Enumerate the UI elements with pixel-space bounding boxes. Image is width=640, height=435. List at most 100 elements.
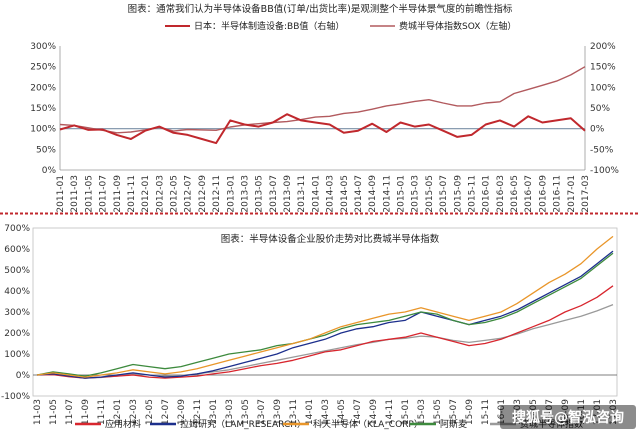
chart-2-y-tick-label: 500% xyxy=(4,266,30,276)
chart-1-right-tick-label: 50% xyxy=(590,104,610,114)
chart-1-x-tick-label: 2013-05 xyxy=(255,175,265,213)
chart-2-x-tick-label: 14-01 xyxy=(305,399,315,425)
chart-1-x-tick-label: 2011-07 xyxy=(99,175,109,213)
chart-1-right-tick-label: 100% xyxy=(590,83,616,93)
chart-1-x-tick-label: 2011-01 xyxy=(56,175,66,213)
chart-1-x-tick-label: 2013-09 xyxy=(283,175,293,213)
chart-2-x-tick-label: 12-11 xyxy=(193,399,203,425)
chart-1-right-axis: -100% -50% 0% 50% 100% 150% 200% xyxy=(590,42,619,176)
chart-1-x-tick-label: 2012-11 xyxy=(212,175,222,213)
chart-1-x-tick-label: 2015-09 xyxy=(453,175,463,213)
chart-2-x-tick-label: 15-01 xyxy=(401,399,411,425)
watermark: 搜狐号@智泓咨询 xyxy=(500,405,636,429)
chart-2-x-tick-label: 17-01 xyxy=(593,399,603,425)
chart-1-x-tick-label: 2013-03 xyxy=(240,175,250,213)
chart-2-y-tick-label: 700% xyxy=(4,224,30,234)
chart-1-legend: 日本：半导体制造设备:BB值（右轴） 费城半导体指数SOX（左轴） xyxy=(165,20,516,32)
chart-1-left-tick-label: 300% xyxy=(30,42,56,52)
chart-1-x-tick-label: 2017-01 xyxy=(567,175,577,213)
chart-2-series-line-1 xyxy=(36,250,614,379)
chart-2-y-tick-label: 600% xyxy=(4,245,30,255)
chart-1-x-tick-label: 2014-03 xyxy=(326,175,336,213)
chart-1-x-tick-label: 2016-09 xyxy=(538,175,548,213)
chart-1-left-axis: 0% 50% 100% 150% 200% 250% 300% xyxy=(30,42,56,176)
chart-2-legend: 应用材料 拉姆研究（LAM_RESEARCH） 科天半导体（KLA_CORP） 阿斯麦… xyxy=(75,418,583,430)
chart-1-left-tick-label: 50% xyxy=(36,145,56,155)
chart-2-x-tick-label: 17-03 xyxy=(609,399,619,425)
chart-1-x-tick-label: 2015-01 xyxy=(397,175,407,213)
chart-1-x-tick-label: 2015-11 xyxy=(467,175,477,213)
chart-2-x-tick-label: 12-09 xyxy=(177,399,187,425)
chart-2-x-tick-label: 12-05 xyxy=(145,399,155,425)
chart-2: 图表：半导体设备企业股价走势对比费城半导体指数 -100% 0% 100% 200% 3… xyxy=(1,224,619,430)
chart-1-x-tick-label: 2011-09 xyxy=(113,175,123,213)
chart-1-background xyxy=(0,0,640,212)
chart-1-x-tick-label: 2017-03 xyxy=(581,175,591,213)
chart-2-x-tick-label: 12-03 xyxy=(129,399,139,425)
chart-2-plot-frame xyxy=(32,227,618,397)
chart-1: 图表：通常我们认为半导体设备BB值(订单/出货比率)是观测整个半导体景气度的前瞻… xyxy=(0,0,640,213)
chart-2-series-line-0 xyxy=(36,285,614,379)
chart-2-x-tick-label: 11-05 xyxy=(49,399,59,425)
chart-1-x-tick-label: 2016-07 xyxy=(524,175,534,213)
chart-2-y-tick-label: -100% xyxy=(1,392,30,402)
chart-2-x-tick-label: 16-07 xyxy=(545,399,555,425)
chart-2-legend-label: 应用材料 xyxy=(105,418,141,430)
chart-1-x-tick-label: 2016-05 xyxy=(510,175,520,213)
chart-1-right-tick-label: -100% xyxy=(590,166,619,176)
chart-1-x-tick-label: 2014-05 xyxy=(340,175,350,213)
chart-1-x-tick-label: 2012-09 xyxy=(198,175,208,213)
chart-2-x-tick-label: 13-05 xyxy=(241,399,251,425)
chart-1-x-tick-label: 2013-11 xyxy=(297,175,307,213)
chart-2-y-axis: -100% 0% 100% 200% 300% 400% 500% 600% 700% xyxy=(1,224,30,402)
chart-2-series-line-4 xyxy=(36,303,614,379)
chart-2-x-tick-label: 14-09 xyxy=(369,399,379,425)
chart-1-x-tick-label: 2013-01 xyxy=(226,175,236,213)
chart-1-left-tick-label: 150% xyxy=(30,104,56,114)
chart-1-x-tick-label: 2014-07 xyxy=(354,175,364,213)
chart-2-series xyxy=(36,235,614,379)
chart-2-x-tick-label: 14-05 xyxy=(337,399,347,425)
chart-2-x-tick-label: 16-01 xyxy=(497,399,507,425)
chart-1-right-tick-label: 200% xyxy=(590,42,616,52)
chart-2-x-tick-label: 12-07 xyxy=(161,399,171,425)
chart-2-legend-label: 阿斯麦 xyxy=(440,418,467,430)
chart-1-x-tick-label: 2016-03 xyxy=(496,175,506,213)
chart-1-x-tick-label: 2011-03 xyxy=(70,175,80,213)
chart-2-x-tick-label: 15-03 xyxy=(417,399,427,425)
chart-2-x-tick-label: 15-07 xyxy=(449,399,459,425)
chart-1-x-tick-label: 2016-01 xyxy=(482,175,492,213)
chart-1-x-tick-label: 2012-03 xyxy=(155,175,165,213)
chart-2-legend-label: 科天半导体（KLA_CORP） xyxy=(313,418,423,430)
chart-2-x-tick-label: 11-11 xyxy=(97,399,107,425)
chart-2-x-tick-label: 13-07 xyxy=(257,399,267,425)
chart-1-x-tick-label: 2012-01 xyxy=(141,175,151,213)
chart-1-title: 图表：通常我们认为半导体设备BB值(订单/出货比率)是观测整个半导体景气度的前瞻… xyxy=(128,3,513,15)
chart-1-left-tick-label: 0% xyxy=(42,166,57,176)
chart-1-right-tick-label: -50% xyxy=(590,145,614,155)
watermark-backdrop xyxy=(500,405,636,429)
chart-2-y-tick-label: 300% xyxy=(4,308,30,318)
chart-2-x-tick-label: 12-01 xyxy=(113,399,123,425)
chart-2-x-tick-label: 16-09 xyxy=(561,399,571,425)
chart-2-legend-label: 费城半导体指数 xyxy=(520,418,583,430)
chart-2-x-tick-label: 15-11 xyxy=(481,399,491,425)
chart-1-left-tick-label: 200% xyxy=(30,83,56,93)
chart-1-x-tick-label: 2014-09 xyxy=(368,175,378,213)
chart-1-x-tick-label: 2015-05 xyxy=(425,175,435,213)
chart-1-x-axis: 2011-01 2011-03 2011-05 2011-07 2011-09 2011-… xyxy=(56,175,591,213)
chart-2-x-tick-label: 11-07 xyxy=(65,399,75,425)
chart-1-x-tick-label: 2015-07 xyxy=(439,175,449,213)
legend-label-sox: 费城半导体指数SOX（左轴） xyxy=(399,20,516,32)
chart-2-x-tick-label: 16-05 xyxy=(529,399,539,425)
chart-1-x-tick-label: 2015-03 xyxy=(411,175,421,213)
chart-2-x-tick-label: 15-05 xyxy=(433,399,443,425)
chart-2-x-axis: 11-03 11-05 11-07 11-09 11-11 12-01 12-03 12-05… xyxy=(33,399,619,425)
chart-2-y-tick-label: 200% xyxy=(4,329,30,339)
chart-1-x-tick-label: 2011-05 xyxy=(84,175,94,213)
chart-1-x-tick-label: 2013-07 xyxy=(269,175,279,213)
chart-2-y-tick-label: 400% xyxy=(4,287,30,297)
chart-1-x-tick-label: 2014-01 xyxy=(311,175,321,213)
chart-1-x-tick-label: 2012-05 xyxy=(170,175,180,213)
